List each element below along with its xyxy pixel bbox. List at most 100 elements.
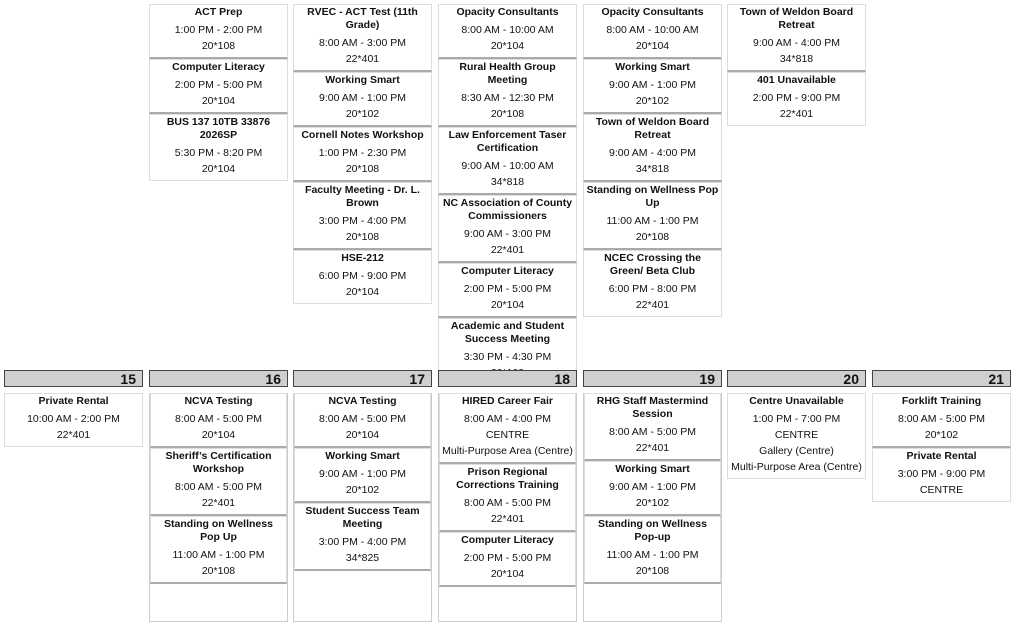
- day-number-header[interactable]: 18: [438, 370, 577, 387]
- calendar-event[interactable]: 401 Unavailable 2:00 PM - 9:00 PM 22*401: [727, 72, 866, 126]
- calendar-event[interactable]: Rural Health Group Meeting 8:30 AM - 12:3…: [438, 59, 577, 127]
- day-number-header[interactable]: 20: [727, 370, 866, 387]
- calendar-event[interactable]: Town of Weldon Board Retreat 9:00 AM - 4:…: [727, 4, 866, 72]
- event-location: 20*104: [490, 40, 525, 52]
- event-location: CENTRE: [919, 484, 964, 496]
- event-location: 20*102: [924, 429, 959, 441]
- event-location: Gallery (Centre): [759, 445, 834, 457]
- calendar-event[interactable]: BUS 137 10TB 33876 2026SP 5:30 PM - 8:20 …: [149, 114, 288, 181]
- event-time: 9:00 AM - 1:00 PM: [319, 92, 406, 104]
- event-time: 1:00 PM - 2:30 PM: [318, 147, 407, 159]
- calendar-event[interactable]: NCEC Crossing the Green/ Beta Club 6:00 P…: [583, 250, 722, 317]
- calendar-event[interactable]: Working Smart 9:00 AM - 1:00 PM 20*102: [294, 448, 431, 503]
- day-events: Opacity Consultants 8:00 AM - 10:00 AM 20*…: [438, 4, 577, 385]
- calendar-event[interactable]: Prison Regional Corrections Training 8:00…: [439, 464, 576, 532]
- calendar-event[interactable]: Town of Weldon Board Retreat 9:00 AM - 4:…: [583, 114, 722, 182]
- calendar-event[interactable]: Centre Unavailable 1:00 PM - 7:00 PM CENTR…: [727, 393, 866, 479]
- day-cell: 18 HIRED Career Fair 8:00 AM - 4:00 PM CENT…: [438, 370, 577, 622]
- event-location: 22*401: [490, 244, 525, 256]
- day-events: Town of Weldon Board Retreat 9:00 AM - 4:…: [727, 4, 866, 126]
- event-title: Forklift Training: [901, 395, 982, 407]
- event-location: 34*825: [345, 552, 380, 564]
- calendar-event[interactable]: Standing on Wellness Pop Up 11:00 AM - 1:…: [583, 182, 722, 250]
- event-title: Law Enforcement Taser Certification: [448, 129, 567, 154]
- event-time: 5:30 PM - 8:20 PM: [174, 147, 263, 159]
- calendar-event[interactable]: Computer Literacy 2:00 PM - 5:00 PM 20*104: [439, 532, 576, 587]
- day-events: RVEC - ACT Test (11th Grade) 8:00 AM - 3:…: [293, 4, 432, 304]
- event-title: 401 Unavailable: [757, 74, 836, 86]
- calendar-event[interactable]: Working Smart 9:00 AM - 1:00 PM 20*102: [583, 59, 722, 114]
- event-title: Cornell Notes Workshop: [301, 129, 424, 141]
- event-time: 8:30 AM - 12:30 PM: [461, 92, 554, 104]
- calendar-event[interactable]: Standing on Wellness Pop Up 11:00 AM - 1:…: [150, 516, 287, 584]
- event-time: 3:00 PM - 4:00 PM: [318, 536, 407, 548]
- calendar-event[interactable]: Faculty Meeting - Dr. L. Brown 3:00 PM - …: [293, 182, 432, 250]
- calendar-event[interactable]: Opacity Consultants 8:00 AM - 10:00 AM 20*…: [438, 4, 577, 59]
- day-events: Opacity Consultants 8:00 AM - 10:00 AM 20*…: [583, 4, 722, 317]
- event-time: 2:00 PM - 5:00 PM: [174, 79, 263, 91]
- event-title: RHG Staff Mastermind Session: [596, 395, 709, 420]
- event-location: 20*102: [345, 108, 380, 120]
- event-location: 22*401: [635, 442, 670, 454]
- event-title: HSE-212: [341, 252, 384, 264]
- calendar-event[interactable]: Computer Literacy 2:00 PM - 5:00 PM 20*104: [438, 263, 577, 318]
- event-title: Standing on Wellness Pop Up: [164, 518, 273, 543]
- event-location: 20*108: [490, 108, 525, 120]
- calendar-event[interactable]: Student Success Team Meeting 3:00 PM - 4:…: [294, 503, 431, 571]
- calendar-event[interactable]: Forklift Training 8:00 AM - 5:00 PM 20*102: [872, 393, 1011, 448]
- event-location: 20*104: [490, 299, 525, 311]
- event-title: Working Smart: [615, 61, 690, 73]
- day-events: Private Rental 10:00 AM - 2:00 PM 22*401: [4, 393, 143, 447]
- day-number-header[interactable]: 19: [583, 370, 722, 387]
- calendar-event[interactable]: RVEC - ACT Test (11th Grade) 8:00 AM - 3:…: [293, 4, 432, 72]
- day-events: RHG Staff Mastermind Session 8:00 AM - 5:…: [583, 393, 722, 622]
- day-cell: Opacity Consultants 8:00 AM - 10:00 AM 20*…: [583, 4, 722, 317]
- event-location: 22*401: [201, 497, 236, 509]
- event-title: Student Success Team Meeting: [305, 505, 420, 530]
- event-time: 3:00 PM - 4:00 PM: [318, 215, 407, 227]
- event-title: Town of Weldon Board Retreat: [595, 116, 710, 141]
- event-time: 8:00 AM - 5:00 PM: [319, 413, 406, 425]
- calendar-event[interactable]: Opacity Consultants 8:00 AM - 10:00 AM 20*…: [583, 4, 722, 59]
- calendar-event[interactable]: Standing on Wellness Pop-up 11:00 AM - 1:…: [584, 516, 721, 584]
- event-time: 1:00 PM - 2:00 PM: [174, 24, 263, 36]
- calendar-event[interactable]: NC Association of County Commissioners 9:…: [438, 195, 577, 263]
- event-location: 22*401: [635, 299, 670, 311]
- calendar-event[interactable]: Sheriff’s Certification Workshop 8:00 AM …: [150, 448, 287, 516]
- day-number-header[interactable]: 16: [149, 370, 288, 387]
- calendar-event[interactable]: Cornell Notes Workshop 1:00 PM - 2:30 PM 2…: [293, 127, 432, 182]
- event-title: ACT Prep: [194, 6, 243, 18]
- calendar-event[interactable]: NCVA Testing 8:00 AM - 5:00 PM 20*104: [294, 393, 431, 448]
- day-cell: Town of Weldon Board Retreat 9:00 AM - 4:…: [727, 4, 866, 126]
- day-number-header[interactable]: 17: [293, 370, 432, 387]
- calendar-event[interactable]: ACT Prep 1:00 PM - 2:00 PM 20*108: [149, 4, 288, 59]
- calendar-event[interactable]: HSE-212 6:00 PM - 9:00 PM 20*104: [293, 250, 432, 304]
- day-events: Forklift Training 8:00 AM - 5:00 PM 20*102…: [872, 393, 1011, 502]
- calendar-event[interactable]: NCVA Testing 8:00 AM - 5:00 PM 20*104: [150, 393, 287, 448]
- calendar-event[interactable]: Working Smart 9:00 AM - 1:00 PM 20*102: [584, 461, 721, 516]
- day-cell: Opacity Consultants 8:00 AM - 10:00 AM 20*…: [438, 4, 577, 385]
- calendar-event[interactable]: RHG Staff Mastermind Session 8:00 AM - 5:…: [584, 393, 721, 461]
- event-time: 3:00 PM - 9:00 PM: [897, 468, 986, 480]
- event-location: 20*102: [635, 95, 670, 107]
- event-time: 8:00 AM - 5:00 PM: [464, 497, 551, 509]
- event-title: Working Smart: [615, 463, 690, 475]
- event-title: RVEC - ACT Test (11th Grade): [307, 6, 418, 31]
- event-location: 20*104: [345, 429, 380, 441]
- event-title: Working Smart: [325, 74, 400, 86]
- event-location: 22*401: [490, 513, 525, 525]
- calendar-event[interactable]: Law Enforcement Taser Certification 9:00 …: [438, 127, 577, 195]
- event-time: 11:00 AM - 1:00 PM: [606, 549, 699, 561]
- event-time: 8:00 AM - 5:00 PM: [175, 481, 262, 493]
- calendar-event[interactable]: HIRED Career Fair 8:00 AM - 4:00 PM CENTRE…: [439, 393, 576, 464]
- day-number-header[interactable]: 21: [872, 370, 1011, 387]
- event-title: Centre Unavailable: [749, 395, 844, 407]
- event-location: CENTRE: [774, 429, 819, 441]
- calendar-event[interactable]: Working Smart 9:00 AM - 1:00 PM 20*102: [293, 72, 432, 127]
- calendar-event[interactable]: Private Rental 10:00 AM - 2:00 PM 22*401: [4, 393, 143, 447]
- calendar-event[interactable]: Private Rental 3:00 PM - 9:00 PM CENTRE: [872, 448, 1011, 502]
- calendar-event[interactable]: Computer Literacy 2:00 PM - 5:00 PM 20*104: [149, 59, 288, 114]
- day-number-header[interactable]: 15: [4, 370, 143, 387]
- event-time: 11:00 AM - 1:00 PM: [172, 549, 265, 561]
- event-title: Opacity Consultants: [456, 6, 559, 18]
